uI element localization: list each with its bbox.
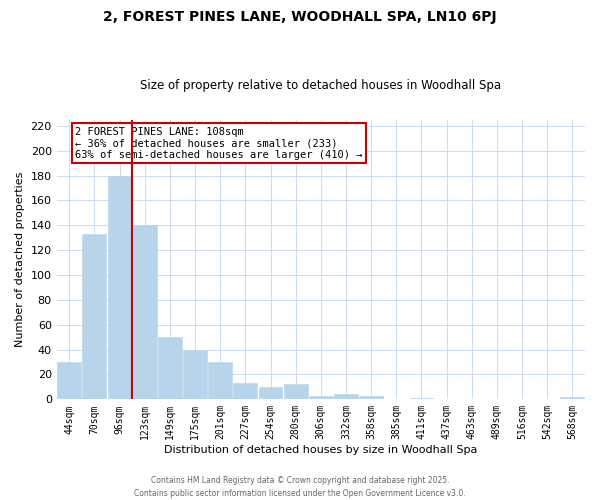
Text: 2, FOREST PINES LANE, WOODHALL SPA, LN10 6PJ: 2, FOREST PINES LANE, WOODHALL SPA, LN10…	[103, 10, 497, 24]
Y-axis label: Number of detached properties: Number of detached properties	[15, 172, 25, 347]
Text: Contains HM Land Registry data © Crown copyright and database right 2025.
Contai: Contains HM Land Registry data © Crown c…	[134, 476, 466, 498]
Bar	[359, 396, 383, 400]
Bar	[82, 234, 106, 400]
Bar	[560, 397, 584, 400]
Bar	[309, 396, 333, 400]
Bar	[158, 337, 182, 400]
Bar	[233, 383, 257, 400]
Text: 2 FOREST PINES LANE: 108sqm
← 36% of detached houses are smaller (233)
63% of se: 2 FOREST PINES LANE: 108sqm ← 36% of det…	[75, 126, 362, 160]
Title: Size of property relative to detached houses in Woodhall Spa: Size of property relative to detached ho…	[140, 79, 502, 92]
Bar	[410, 398, 433, 400]
X-axis label: Distribution of detached houses by size in Woodhall Spa: Distribution of detached houses by size …	[164, 445, 478, 455]
Bar	[284, 384, 308, 400]
Bar	[334, 394, 358, 400]
Bar	[183, 350, 207, 400]
Bar	[57, 362, 81, 400]
Bar	[259, 387, 283, 400]
Bar	[208, 362, 232, 400]
Bar	[133, 225, 157, 400]
Bar	[107, 176, 131, 400]
